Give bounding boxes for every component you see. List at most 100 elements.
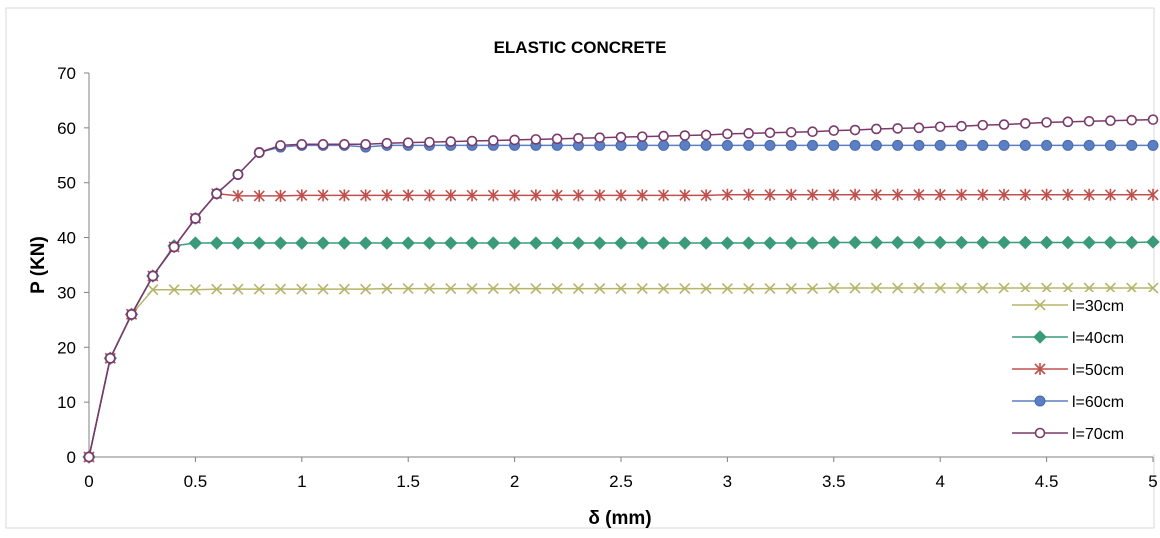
data-point (913, 282, 925, 294)
data-point (764, 139, 776, 151)
data-point (189, 284, 201, 296)
data-point (232, 189, 244, 202)
data-point (551, 189, 563, 202)
data-point (1104, 282, 1117, 294)
data-point (1083, 115, 1095, 127)
data-point (934, 139, 946, 151)
data-point (869, 235, 884, 250)
data-point (104, 352, 116, 364)
data-point (253, 147, 265, 158)
data-point (764, 188, 776, 201)
data-point (253, 189, 265, 202)
data-point (190, 213, 201, 224)
data-point (1018, 235, 1033, 250)
data-point (892, 188, 904, 201)
data-point (763, 236, 777, 250)
data-point (231, 236, 245, 250)
x-tick-label: 3.5 (822, 472, 846, 491)
data-point (339, 139, 350, 150)
data-point (679, 283, 691, 295)
data-point (296, 189, 308, 202)
data-point (721, 188, 733, 201)
data-point (530, 189, 542, 202)
data-point (849, 139, 861, 151)
data-point (827, 235, 841, 250)
data-point (445, 283, 457, 295)
legend: l=30cm l=40cm l=50cm l=60cm l=70cm (1004, 292, 1156, 454)
data-point (551, 133, 563, 145)
legend-marker (1033, 330, 1047, 344)
data-point (295, 236, 309, 250)
data-point (892, 139, 904, 151)
data-point (700, 139, 712, 151)
x-tick-label: 5 (1148, 472, 1157, 491)
data-point (1082, 235, 1096, 250)
data-point (402, 189, 414, 202)
legend-item: l=30cm (1012, 298, 1124, 315)
data-point (1062, 139, 1074, 151)
data-point (848, 235, 862, 250)
data-point (316, 236, 330, 250)
data-point (977, 282, 989, 294)
data-point (530, 134, 542, 145)
data-point (785, 283, 797, 295)
data-point (700, 189, 712, 202)
data-point (273, 236, 288, 250)
legend-item: l=40cm (1012, 330, 1124, 347)
x-tick-label: 0 (84, 472, 93, 491)
data-point (614, 236, 628, 250)
series-layer (82, 114, 1160, 464)
data-point (785, 139, 797, 151)
data-point (509, 189, 521, 202)
data-point (1147, 139, 1159, 151)
data-point (423, 283, 436, 295)
data-point (977, 139, 989, 151)
legend-item: l=50cm (1012, 362, 1124, 379)
data-point (168, 241, 180, 253)
data-point (933, 235, 947, 250)
legend-marker (1034, 395, 1046, 407)
data-point (209, 236, 224, 250)
y-tick-label: 60 (57, 119, 76, 138)
data-point (849, 282, 861, 294)
data-point (1126, 114, 1138, 126)
chart-frame (5, 7, 1155, 529)
data-point (1062, 188, 1074, 201)
data-point (126, 309, 137, 320)
data-point (147, 270, 159, 282)
data-point (572, 189, 585, 202)
data-point (402, 137, 414, 148)
data-point (551, 283, 563, 295)
data-point (998, 188, 1010, 201)
data-point (1083, 188, 1095, 201)
data-point (422, 236, 437, 250)
data-point (977, 119, 989, 131)
data-point (317, 283, 329, 295)
data-point (211, 188, 222, 199)
data-point (743, 128, 754, 139)
data-point (1147, 282, 1159, 294)
x-tick-label: 4 (935, 472, 944, 491)
data-point (700, 129, 712, 141)
data-point (317, 139, 329, 150)
legend-marker (1034, 299, 1046, 311)
data-point (445, 189, 457, 202)
legend-marker (1034, 427, 1046, 439)
data-point (657, 283, 670, 295)
data-point (338, 283, 350, 295)
data-point (317, 189, 329, 202)
data-point (954, 235, 969, 250)
x-tick-label: 1.5 (396, 472, 420, 491)
data-point (232, 283, 244, 295)
data-point (275, 140, 286, 151)
data-point (636, 131, 648, 142)
data-point (466, 135, 478, 147)
data-point (1126, 139, 1138, 151)
data-point (828, 282, 840, 294)
data-point (1039, 235, 1054, 250)
data-point (870, 139, 882, 151)
data-point (211, 283, 223, 295)
data-point (636, 283, 648, 295)
data-point (720, 236, 735, 250)
